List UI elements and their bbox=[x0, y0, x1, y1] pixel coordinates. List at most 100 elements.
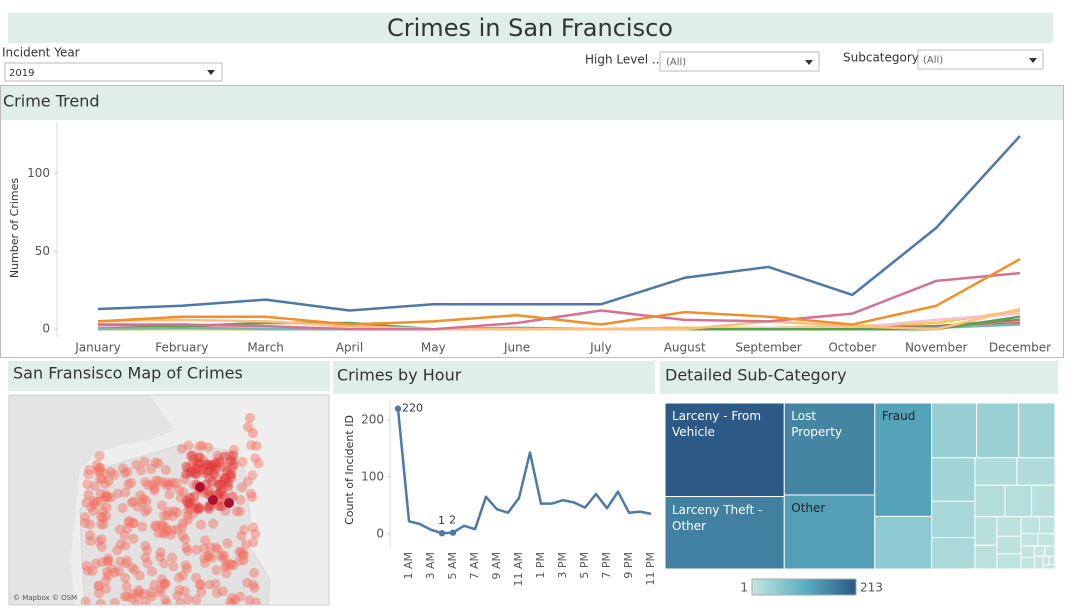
map[interactable] bbox=[9, 395, 329, 610]
map-dot bbox=[101, 511, 112, 522]
map-dot bbox=[220, 562, 231, 573]
map-dot bbox=[243, 422, 253, 432]
map-dot bbox=[101, 502, 112, 513]
map-dot bbox=[182, 594, 193, 605]
x-tick-label: May bbox=[421, 341, 446, 355]
dashboard-title: Crimes in San Francisco bbox=[387, 14, 673, 42]
map-dot bbox=[175, 598, 186, 605]
x-tick-label: 3 AM bbox=[424, 552, 437, 580]
map-dot bbox=[212, 544, 223, 555]
map-dot bbox=[217, 586, 228, 597]
map-dot bbox=[157, 521, 168, 532]
map-dot bbox=[103, 570, 114, 581]
map-dot bbox=[160, 594, 171, 605]
x-tick-label: 11 AM bbox=[512, 552, 525, 587]
dropdown[interactable] bbox=[917, 49, 1044, 70]
filter-label: High Level .. bbox=[585, 53, 660, 67]
map-dot bbox=[234, 555, 245, 566]
map-dot bbox=[228, 450, 239, 461]
map-dot bbox=[126, 477, 137, 488]
map-dot bbox=[128, 533, 139, 544]
map-dot bbox=[182, 515, 193, 526]
x-tick-label: 3 PM bbox=[556, 552, 569, 579]
line bbox=[97, 258, 1021, 326]
y-axis-label: Number of Crimes bbox=[8, 178, 21, 279]
map-dot bbox=[181, 563, 192, 574]
title-band bbox=[8, 13, 1053, 43]
map-dot bbox=[173, 572, 184, 583]
map-dot bbox=[161, 480, 172, 491]
map-dot bbox=[155, 552, 166, 563]
panel-header bbox=[1, 86, 1063, 120]
treemap-cell bbox=[931, 402, 978, 459]
map-dot bbox=[163, 506, 174, 517]
map-dot bbox=[193, 504, 204, 515]
map-dot bbox=[238, 548, 249, 559]
x-tick-label: 1 PM bbox=[534, 552, 547, 579]
map-dot bbox=[210, 579, 221, 590]
treemap-cell bbox=[974, 457, 1018, 486]
map-dot bbox=[139, 456, 150, 467]
map-dot bbox=[241, 539, 252, 550]
x-tick-label: August bbox=[664, 341, 706, 355]
map-dot bbox=[93, 580, 104, 591]
map-dot bbox=[159, 528, 170, 539]
map-dot bbox=[95, 473, 106, 484]
map-dot bbox=[134, 570, 145, 581]
map-dot bbox=[150, 520, 161, 531]
map-dot bbox=[170, 478, 181, 489]
map-dot bbox=[216, 550, 227, 561]
treemap-cell bbox=[974, 516, 998, 546]
map-dot bbox=[85, 536, 96, 547]
map-dot bbox=[203, 550, 214, 561]
map-dot bbox=[100, 489, 111, 500]
dropdown[interactable] bbox=[4, 62, 223, 82]
map-dot bbox=[160, 578, 171, 589]
panel-header bbox=[333, 361, 655, 394]
map-dot bbox=[153, 458, 164, 469]
map-dot bbox=[195, 579, 206, 590]
map-dot bbox=[95, 488, 106, 499]
map-dot bbox=[85, 530, 96, 541]
map-dot bbox=[178, 487, 189, 498]
map-dot bbox=[136, 465, 147, 476]
dropdown-arrow bbox=[1029, 58, 1037, 63]
map-dot bbox=[97, 506, 108, 517]
data-label: 1 bbox=[438, 514, 445, 527]
treemap-cell bbox=[996, 535, 1022, 555]
map-dot bbox=[236, 482, 247, 493]
map-dot bbox=[242, 577, 253, 588]
map-dot bbox=[81, 561, 92, 572]
map-dot bbox=[162, 525, 173, 536]
map-dot bbox=[203, 551, 214, 562]
map-dot bbox=[224, 498, 234, 508]
treemap-label: Larceny Theft - Other bbox=[672, 502, 763, 533]
line bbox=[396, 408, 652, 535]
map-dot bbox=[249, 582, 260, 593]
map-dot bbox=[156, 574, 167, 585]
map-dot bbox=[126, 593, 137, 604]
map-dot bbox=[138, 493, 149, 504]
map-dot bbox=[177, 570, 188, 581]
map-dot bbox=[162, 477, 173, 488]
x-tick-label: December bbox=[989, 341, 1051, 355]
map-dot bbox=[195, 519, 206, 530]
y-axis-label: Count of Incident ID bbox=[343, 415, 356, 525]
map-dot bbox=[109, 597, 120, 605]
map-dot bbox=[142, 558, 153, 569]
map-dot bbox=[100, 468, 111, 479]
map-dot bbox=[186, 450, 197, 461]
map-dot bbox=[236, 530, 247, 541]
map-dot bbox=[191, 544, 202, 555]
map-dot bbox=[96, 534, 107, 545]
dropdown-value: (All) bbox=[923, 55, 943, 66]
y-tick-label: 0 bbox=[376, 526, 384, 540]
map-dot bbox=[84, 464, 95, 475]
dropdown[interactable] bbox=[659, 51, 820, 72]
treemap-cell bbox=[664, 402, 785, 498]
x-tick-label: 7 PM bbox=[600, 552, 613, 579]
x-tick-label: June bbox=[503, 341, 530, 355]
map-dot bbox=[200, 535, 211, 546]
map-dot bbox=[80, 596, 91, 605]
treemap-label-box: Larceny - From Vehicle bbox=[672, 409, 761, 439]
